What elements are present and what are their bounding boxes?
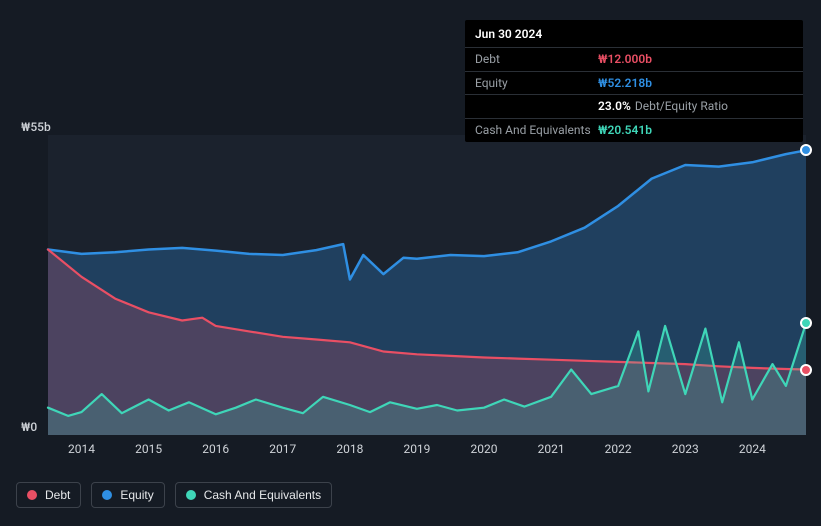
y-axis-label-top: ₩55b — [21, 120, 51, 134]
legend-item-debt[interactable]: Debt — [16, 482, 81, 508]
end-marker-debt — [800, 364, 812, 376]
legend-label: Cash And Equivalents — [204, 488, 321, 502]
legend-item-equity[interactable]: Equity — [91, 482, 164, 508]
legend-item-cash-and-equivalents[interactable]: Cash And Equivalents — [175, 482, 332, 508]
chart-plot-area — [48, 135, 806, 435]
legend-label: Equity — [120, 488, 153, 502]
end-marker-equity — [800, 144, 812, 156]
x-tick: 2020 — [471, 442, 498, 456]
tooltip-label — [475, 98, 598, 115]
chart-legend: Debt Equity Cash And Equivalents — [16, 482, 332, 508]
legend-swatch — [27, 490, 37, 500]
tooltip-value: 23.0% — [598, 98, 631, 115]
x-tick: 2018 — [336, 442, 363, 456]
x-axis: 2014 2015 2016 2017 2018 2019 2020 2021 2022 2023… — [48, 442, 806, 462]
chart-tooltip: Jun 30 2024 Debt₩12.000bEquity₩52.218b23… — [465, 20, 803, 142]
tooltip-row: 23.0%Debt/Equity Ratio — [465, 95, 803, 119]
x-tick: 2022 — [605, 442, 632, 456]
legend-swatch — [186, 490, 196, 500]
tooltip-value: ₩20.541b — [598, 122, 652, 139]
x-tick: 2023 — [672, 442, 699, 456]
legend-swatch — [102, 490, 112, 500]
tooltip-row: Equity₩52.218b — [465, 72, 803, 96]
end-marker-cash — [800, 317, 812, 329]
tooltip-label: Debt — [475, 51, 598, 68]
tooltip-label: Cash And Equivalents — [475, 122, 598, 139]
tooltip-label: Equity — [475, 75, 598, 92]
x-tick: 2015 — [135, 442, 162, 456]
tooltip-sublabel: Debt/Equity Ratio — [635, 98, 728, 115]
tooltip-value: ₩52.218b — [598, 75, 652, 92]
x-tick: 2021 — [538, 442, 565, 456]
legend-label: Debt — [45, 488, 70, 502]
tooltip-value: ₩12.000b — [598, 51, 652, 68]
x-tick: 2019 — [403, 442, 430, 456]
tooltip-row: Cash And Equivalents₩20.541b — [465, 119, 803, 142]
y-axis-label-bottom: ₩0 — [21, 420, 37, 434]
tooltip-date: Jun 30 2024 — [465, 20, 803, 48]
x-tick: 2014 — [68, 442, 95, 456]
x-tick: 2016 — [202, 442, 229, 456]
x-tick: 2017 — [269, 442, 296, 456]
x-tick: 2024 — [739, 442, 766, 456]
tooltip-row: Debt₩12.000b — [465, 48, 803, 72]
